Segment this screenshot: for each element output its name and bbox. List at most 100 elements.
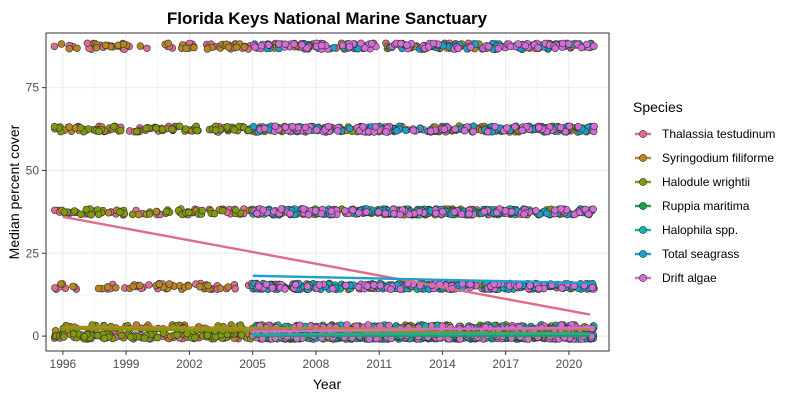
data-point — [224, 43, 233, 51]
data-point — [142, 124, 150, 132]
data-point — [357, 39, 365, 47]
data-point — [112, 284, 120, 292]
data-point — [324, 122, 333, 131]
data-point — [182, 125, 190, 133]
data-point — [451, 125, 459, 133]
data-point — [110, 122, 118, 131]
legend-label: Drift algae — [662, 271, 717, 285]
data-point — [359, 123, 367, 131]
x-tick-label: 2002 — [176, 357, 203, 371]
data-point — [511, 123, 519, 131]
data-point — [494, 44, 502, 53]
data-point — [390, 210, 398, 218]
data-point — [561, 128, 570, 136]
data-point — [457, 210, 466, 218]
legend-item: Ruppia maritima — [635, 199, 750, 213]
data-point — [82, 205, 90, 214]
data-point — [518, 126, 526, 135]
data-point — [558, 284, 566, 292]
data-point — [466, 280, 474, 289]
y-tick-label: 0 — [32, 329, 39, 343]
data-point — [133, 127, 141, 136]
x-tick-label: 2011 — [366, 357, 392, 371]
x-tick-label: 2020 — [556, 357, 583, 371]
data-point — [257, 42, 266, 50]
data-point — [583, 40, 591, 49]
x-tick-label: 1996 — [50, 357, 77, 371]
plot-panel — [46, 33, 609, 351]
legend-item: Halodule wrightii — [635, 175, 750, 189]
data-point — [440, 125, 449, 133]
data-point — [345, 43, 354, 51]
data-point — [370, 281, 378, 289]
data-point — [60, 208, 69, 216]
data-point — [203, 331, 212, 340]
legend-marker — [639, 202, 647, 210]
data-point — [376, 281, 385, 290]
legend-label: Total seagrass — [662, 247, 739, 261]
legend: Thalassia testudinum Syringodium filiform… — [635, 127, 775, 285]
data-point — [100, 334, 109, 343]
data-point — [193, 126, 202, 135]
data-point — [564, 40, 573, 48]
data-point — [396, 285, 405, 293]
data-point — [514, 40, 522, 48]
data-point — [354, 283, 363, 291]
data-point — [480, 208, 488, 216]
data-point — [374, 208, 383, 216]
data-point — [543, 209, 551, 218]
data-point — [65, 45, 74, 53]
data-point — [164, 39, 172, 47]
legend-marker — [639, 226, 647, 234]
data-point — [342, 281, 350, 290]
legend-item: Thalassia testudinum — [635, 127, 775, 141]
data-point — [116, 208, 124, 216]
data-point — [185, 208, 193, 217]
data-point — [439, 208, 447, 216]
data-point — [94, 284, 103, 293]
data-point — [329, 285, 337, 293]
data-point — [450, 208, 459, 216]
data-point — [268, 284, 276, 292]
data-point — [92, 44, 101, 52]
legend-item: Drift algae — [635, 271, 717, 285]
data-point — [230, 126, 239, 134]
data-point — [238, 331, 246, 339]
trend-line — [62, 215, 591, 316]
y-tick-label: 75 — [26, 81, 40, 95]
legend-label: Syringodium filiforme — [662, 151, 774, 165]
data-point — [361, 44, 369, 52]
data-point — [249, 122, 258, 131]
data-point — [292, 281, 300, 289]
trend-line — [252, 326, 591, 333]
data-point — [173, 331, 181, 339]
legend-label: Ruppia maritima — [662, 199, 750, 213]
data-point — [95, 127, 103, 136]
data-point — [198, 206, 207, 215]
data-point — [535, 284, 543, 293]
data-point — [103, 283, 112, 291]
data-point — [503, 124, 511, 132]
data-point — [532, 207, 540, 215]
legend-label: Thalassia testudinum — [662, 127, 775, 141]
data-point — [469, 127, 477, 136]
data-point — [50, 42, 59, 51]
data-point — [277, 205, 285, 213]
data-point — [155, 280, 163, 288]
data-point — [152, 207, 161, 216]
legend-label: Halophila spp. — [662, 223, 738, 237]
data-point — [288, 122, 297, 131]
data-point — [506, 42, 515, 51]
data-point — [303, 44, 311, 52]
data-point — [224, 283, 232, 291]
data-point — [126, 333, 135, 341]
data-point — [521, 41, 530, 50]
data-point — [304, 211, 313, 219]
data-point — [204, 281, 212, 290]
data-point — [233, 43, 241, 51]
data-point — [484, 128, 492, 136]
data-point — [281, 123, 290, 131]
data-point — [73, 44, 81, 52]
data-point — [371, 123, 380, 131]
data-point — [507, 208, 516, 216]
